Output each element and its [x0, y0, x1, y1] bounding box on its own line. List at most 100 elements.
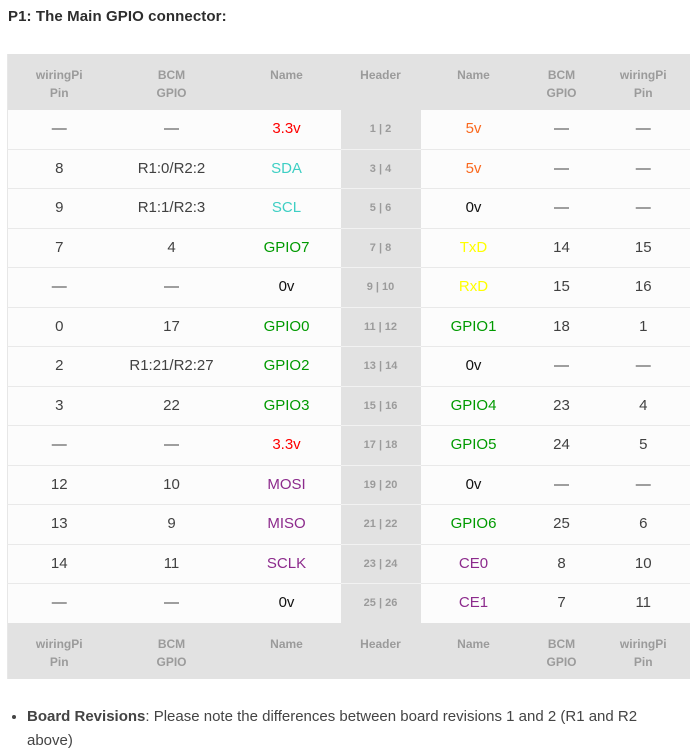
wiringpi-pin-left: 9 [8, 189, 111, 229]
bcm-gpio-right: — [527, 110, 597, 149]
column-header-name: Name [421, 54, 527, 110]
wiringpi-pin-right: 6 [597, 505, 690, 545]
bcm-gpio-right: 14 [527, 228, 597, 268]
bcm-gpio-right: 15 [527, 268, 597, 308]
wiringpi-pin-left: 0 [8, 307, 111, 347]
wiringpi-pin-right: — [597, 465, 690, 505]
pin-name-right: 0v [421, 465, 527, 505]
wiringpi-pin-right: 5 [597, 426, 690, 466]
pin-name-right: GPIO4 [421, 386, 527, 426]
wiringpi-pin-right: 10 [597, 544, 690, 584]
bcm-gpio-left: — [111, 584, 233, 623]
pin-name-left: 3.3v [233, 426, 341, 466]
bcm-gpio-right: — [527, 149, 597, 189]
bcm-gpio-right: — [527, 347, 597, 387]
pin-name-left: GPIO7 [233, 228, 341, 268]
bcm-gpio-left: 10 [111, 465, 233, 505]
header-pin-numbers: 15 | 16 [341, 386, 421, 426]
pin-name-left: SCLK [233, 544, 341, 584]
bcm-gpio-right: 25 [527, 505, 597, 545]
header-pin-numbers: 11 | 12 [341, 307, 421, 347]
wiringpi-pin-left: — [8, 584, 111, 623]
wiringpi-pin-right: 4 [597, 386, 690, 426]
wiringpi-pin-right: — [597, 189, 690, 229]
bcm-gpio-left: 11 [111, 544, 233, 584]
bcm-gpio-right: 7 [527, 584, 597, 623]
bcm-gpio-left: R1:21/R2:27 [111, 347, 233, 387]
header-pin-numbers: 3 | 4 [341, 149, 421, 189]
pin-name-right: RxD [421, 268, 527, 308]
bcm-gpio-left: 17 [111, 307, 233, 347]
pin-name-right: CE1 [421, 584, 527, 623]
bcm-gpio-right: — [527, 465, 597, 505]
header-pin-numbers: 9 | 10 [341, 268, 421, 308]
bcm-gpio-left: — [111, 110, 233, 149]
header-pin-numbers: 1 | 2 [341, 110, 421, 149]
header-pin-numbers: 23 | 24 [341, 544, 421, 584]
bcm-gpio-left: 4 [111, 228, 233, 268]
pin-name-left: MISO [233, 505, 341, 545]
wiringpi-pin-right: — [597, 110, 690, 149]
bcm-gpio-right: 24 [527, 426, 597, 466]
pin-name-left: 0v [233, 584, 341, 623]
wiringpi-pin-left: 2 [8, 347, 111, 387]
column-header-name: Name [421, 623, 527, 679]
wiringpi-pin-right: 1 [597, 307, 690, 347]
column-header-name: Name [233, 623, 341, 679]
header-pin-numbers: 25 | 26 [341, 584, 421, 623]
bcm-gpio-left: 9 [111, 505, 233, 545]
bcm-gpio-left: — [111, 268, 233, 308]
wiringpi-pin-right: — [597, 347, 690, 387]
pin-name-left: MOSI [233, 465, 341, 505]
pin-name-right: 0v [421, 347, 527, 387]
column-header-header: Header [341, 54, 421, 110]
header-pin-numbers: 5 | 6 [341, 189, 421, 229]
pin-name-left: SCL [233, 189, 341, 229]
wiringpi-pin-left: 13 [8, 505, 111, 545]
header-pin-numbers: 7 | 8 [341, 228, 421, 268]
pin-name-right: GPIO5 [421, 426, 527, 466]
wiringpi-pin-right: 11 [597, 584, 690, 623]
pin-name-left: SDA [233, 149, 341, 189]
bcm-gpio-left: R1:0/R2:2 [111, 149, 233, 189]
wiringpi-pin-left: — [8, 426, 111, 466]
note-board-revisions: Board Revisions: Please note the differe… [27, 705, 680, 753]
pin-name-left: 0v [233, 268, 341, 308]
notes-list: Board Revisions: Please note the differe… [0, 705, 690, 753]
bcm-gpio-left: 22 [111, 386, 233, 426]
wiringpi-pin-left: 14 [8, 544, 111, 584]
bcm-gpio-right: — [527, 189, 597, 229]
wiringpi-pin-left: 12 [8, 465, 111, 505]
header-pin-numbers: 19 | 20 [341, 465, 421, 505]
wiringpi-pin-left: — [8, 268, 111, 308]
wiringpi-pin-right: 16 [597, 268, 690, 308]
pin-name-left: GPIO2 [233, 347, 341, 387]
column-header-header: Header [341, 623, 421, 679]
header-pin-numbers: 17 | 18 [341, 426, 421, 466]
pin-name-left: GPIO0 [233, 307, 341, 347]
bcm-gpio-left: — [111, 426, 233, 466]
column-header-name: Name [233, 54, 341, 110]
page-title: P1: The Main GPIO connector: [8, 8, 690, 25]
